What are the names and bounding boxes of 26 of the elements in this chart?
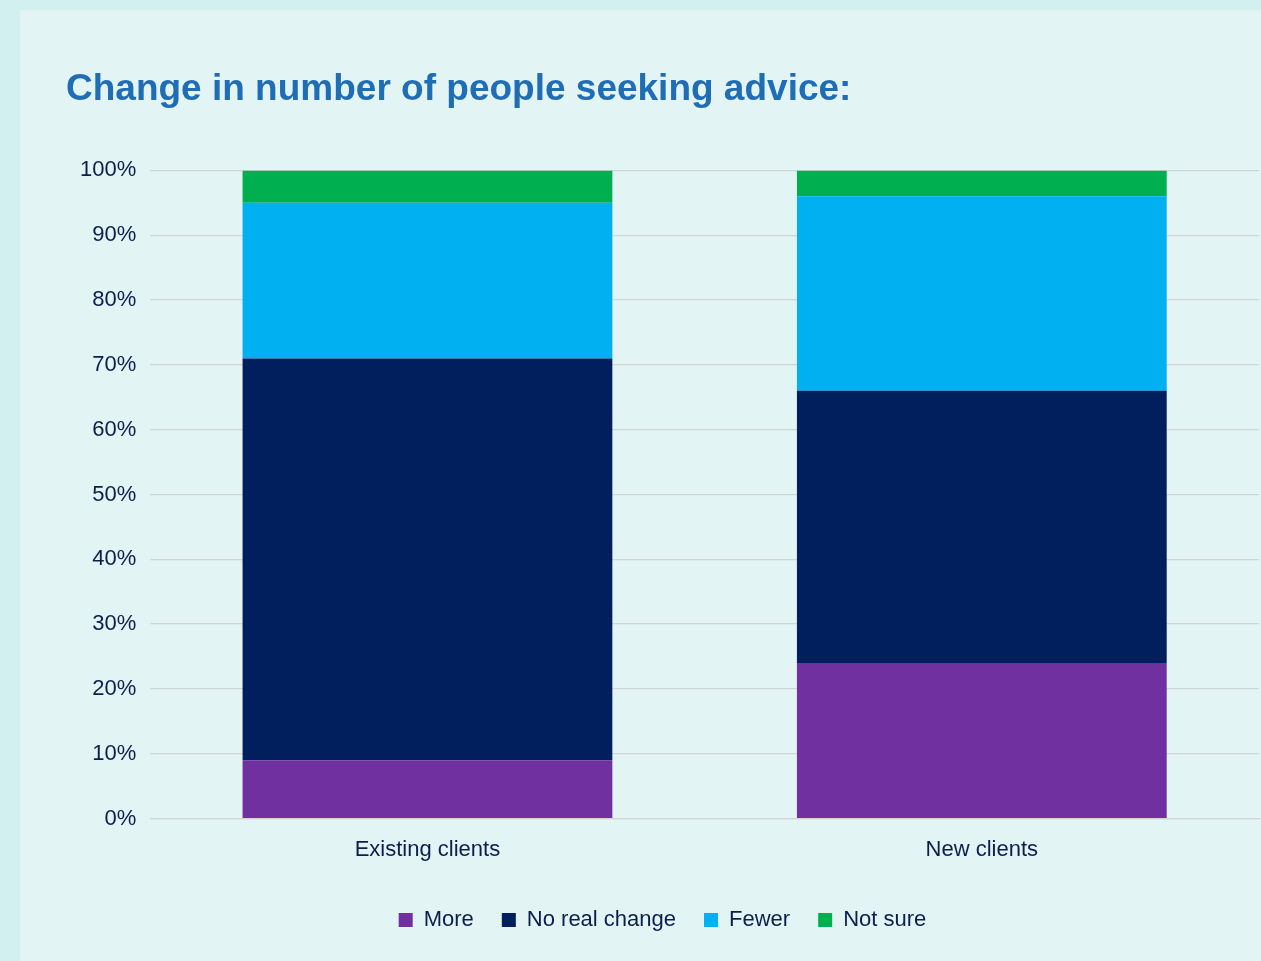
bar <box>796 170 1167 197</box>
bar <box>796 196 1167 391</box>
y-tick-label: 80% <box>92 286 137 312</box>
y-tick-label: 30% <box>92 610 137 636</box>
y-tick-label: 40% <box>92 545 137 571</box>
bar <box>242 170 613 203</box>
legend-label: No real change <box>526 906 677 932</box>
y-tick-label: 20% <box>92 675 137 701</box>
chart-title: Change in number of people seeking advice: <box>66 67 852 109</box>
y-tick-label: 60% <box>92 415 137 441</box>
bar <box>796 663 1167 818</box>
y-tick-label: 50% <box>92 480 137 506</box>
bar <box>796 390 1167 664</box>
bar <box>242 760 613 818</box>
y-tick-label: 90% <box>92 221 137 247</box>
x-tick-label: Existing clients <box>354 835 501 861</box>
legend-label: More <box>423 906 474 932</box>
y-tick-label: 100% <box>79 156 137 182</box>
bar <box>242 358 613 761</box>
x-tick-label: New clients <box>925 835 1039 861</box>
y-tick-label: 10% <box>92 739 137 765</box>
y-tick-label: 0% <box>104 804 137 830</box>
bar <box>242 202 613 359</box>
legend-label: Fewer <box>729 906 791 932</box>
y-tick-label: 70% <box>92 350 137 376</box>
legend-label: Not sure <box>843 906 927 932</box>
